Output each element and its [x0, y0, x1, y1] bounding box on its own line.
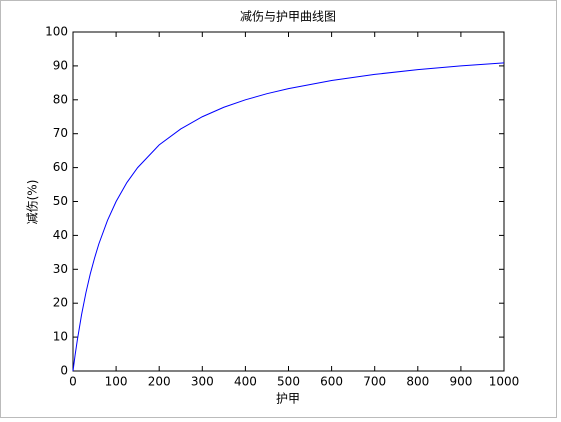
y-tick-label: 20 [53, 296, 68, 310]
x-tick-label: 0 [69, 375, 77, 389]
y-tick-label: 0 [60, 364, 68, 378]
x-axis-label: 护甲 [276, 392, 300, 406]
y-tick-label: 100 [45, 25, 68, 39]
y-tick-label: 50 [53, 194, 68, 208]
y-tick-label: 60 [53, 160, 68, 174]
x-tick-label: 500 [277, 375, 300, 389]
x-tick-label: 1000 [489, 375, 520, 389]
y-tick-label: 80 [53, 92, 68, 106]
x-tick-label: 200 [148, 375, 171, 389]
y-tick-label: 40 [53, 228, 68, 242]
y-tick-label: 70 [53, 126, 68, 140]
x-tick-label: 600 [320, 375, 343, 389]
x-tick-label: 700 [363, 375, 386, 389]
y-tick-label: 10 [53, 330, 68, 344]
x-tick-label: 400 [234, 375, 257, 389]
x-tick-label: 800 [406, 375, 429, 389]
x-tick-label: 100 [105, 375, 128, 389]
chart-title: 减伤与护甲曲线图 [240, 10, 336, 24]
y-axis-label: 减伤(%) [26, 180, 40, 225]
line [72, 62, 505, 372]
y-tick-label: 30 [53, 262, 68, 276]
y-tick-label: 90 [53, 58, 68, 72]
x-tick-label: 300 [191, 375, 214, 389]
x-tick-label: 900 [449, 375, 472, 389]
